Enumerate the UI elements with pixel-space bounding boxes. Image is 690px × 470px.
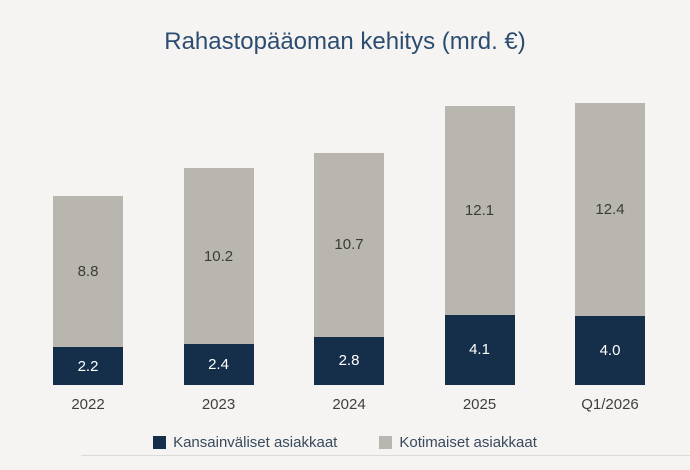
bar-2025: 12.1 4.1 [444,106,515,385]
x-axis-label-2025: 2025 [462,396,497,413]
bar-segment-domestic: 10.7 [314,152,384,337]
legend-swatch-icon [153,436,167,449]
x-axis-label-2024: 2024 [332,396,366,413]
bar-segment-international: 2.4 [183,343,254,385]
value-label: 4.0 [599,342,621,360]
legend-swatch-icon [379,436,393,449]
value-label: 8.8 [77,263,99,280]
bar-segment-international: 4.0 [575,316,645,385]
legend-label: Kansainväliset asiakkaat [173,434,338,451]
value-label: 2.4 [208,355,229,373]
bar-segment-domestic: 10.2 [183,168,254,344]
bar-2022: 8.8 2.2 [53,195,123,385]
x-axis-label-2022: 2022 [71,396,105,413]
legend: Kansainväliset asiakkaat Kotimaiset asiak… [0,434,690,451]
bar-segment-international: 2.8 [314,336,384,385]
bar-2024: 10.7 2.8 [314,152,384,385]
bar-segment-international: 2.2 [53,347,123,385]
bar-segment-domestic: 12.1 [444,106,515,315]
bar-segment-domestic: 8.8 [53,195,123,348]
chart-title: Rahastopääoman kehitys (mrd. €) [164,28,526,55]
x-axis-label-Q1/2026: Q1/2026 [581,396,639,413]
legend-item: Kansainväliset asiakkaat [153,434,337,451]
legend-item: Kotimaiset asiakkaat [379,434,537,451]
value-label: 12.1 [464,201,495,219]
value-label: 12.4 [595,201,625,219]
value-label: 10.7 [334,236,364,254]
legend-label: Kotimaiset asiakkaat [399,434,537,451]
value-label: 2.8 [338,352,360,370]
value-label: 10.2 [203,247,234,265]
bar-Q1/2026: 12.4 4.0 [575,102,645,385]
value-label: 4.1 [469,341,490,359]
bar-segment-international: 4.1 [444,314,515,385]
value-label: 2.2 [77,357,99,375]
x-axis-labels: 2022 2023 2024 2025 Q1/2026 [53,396,645,413]
x-axis-line [81,455,690,456]
x-axis-label-2023: 2023 [201,396,236,413]
bar-segment-domestic: 12.4 [575,102,645,317]
bar-2023: 10.2 2.4 [183,168,254,385]
plot-area: 8.8 2.2 10.2 2.4 10.7 2.8 12.1 4.1 12.4 4.0 [53,70,690,456]
